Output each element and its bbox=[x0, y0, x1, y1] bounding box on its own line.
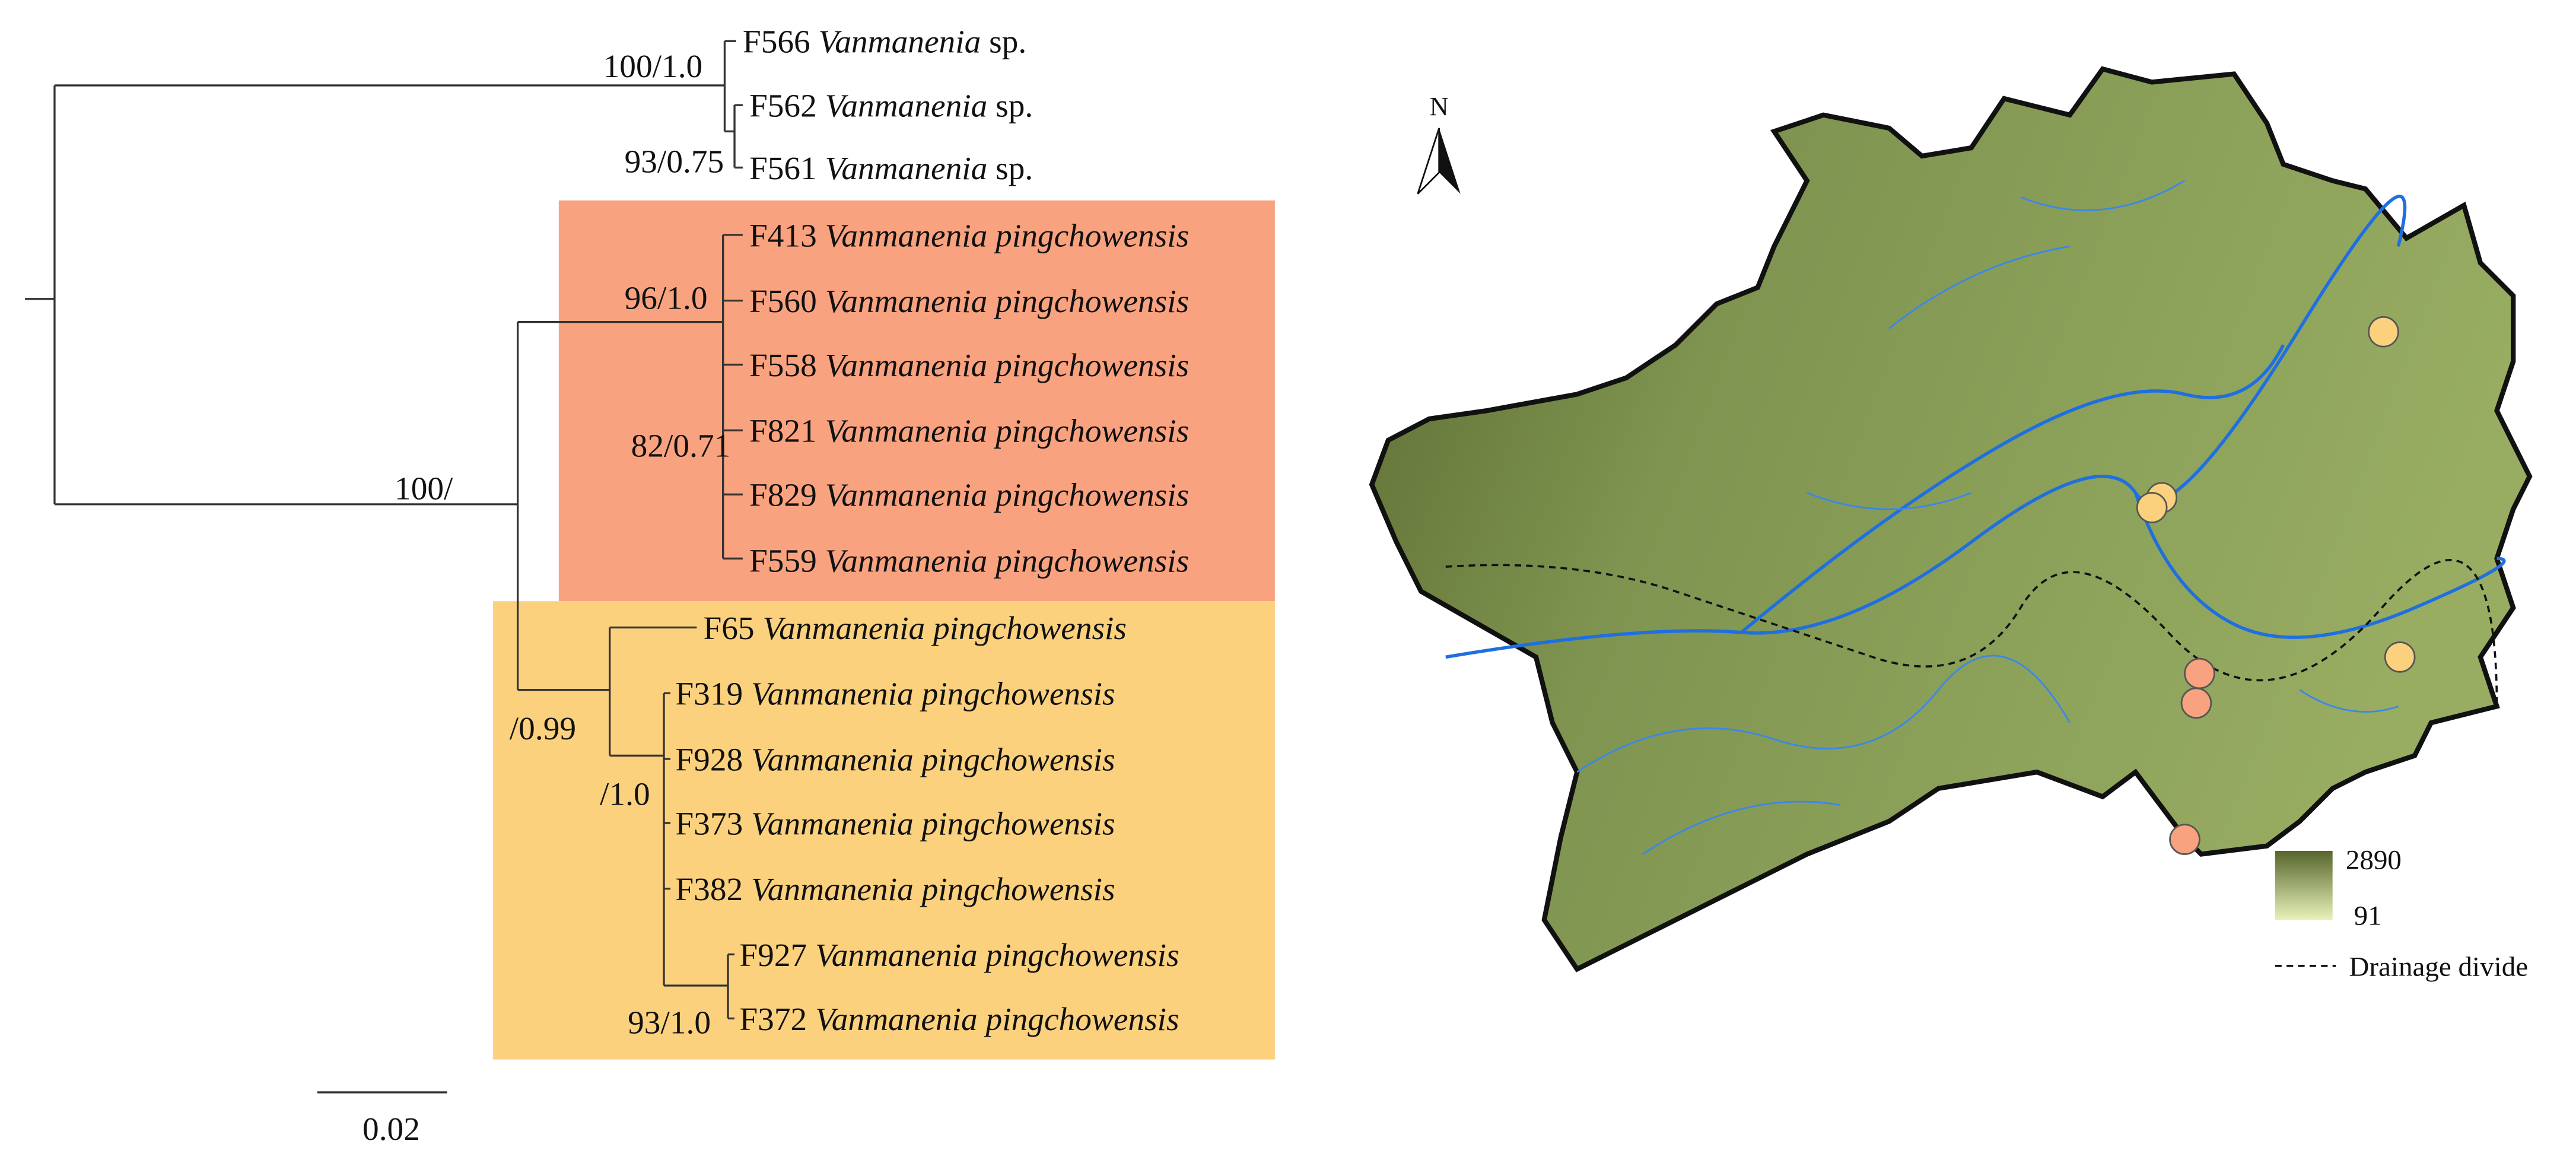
north-label: N bbox=[1430, 92, 1449, 121]
leaf-taxon: Vanmanenia pingchowensis bbox=[762, 610, 1127, 646]
leaf-taxon: Vanmanenia pingchowensis bbox=[825, 217, 1190, 253]
leaf-code: F821 bbox=[749, 413, 817, 449]
leaf-label: F829 Vanmanenia pingchowensis bbox=[749, 477, 1189, 513]
leaf-label: F928 Vanmanenia pingchowensis bbox=[675, 741, 1115, 777]
leaf-code: F558 bbox=[749, 347, 817, 383]
leaf-code: F927 bbox=[739, 937, 807, 973]
drainage-divide bbox=[1445, 559, 2498, 707]
leaf-taxon: Vanmanenia pingchowensis bbox=[825, 283, 1190, 319]
leaf-suffix: sp. bbox=[989, 24, 1026, 60]
legend-label: 91 bbox=[2354, 901, 2382, 932]
support-label: /0.99 bbox=[510, 710, 576, 746]
leaf-taxon: Vanmanenia pingchowensis bbox=[815, 1001, 1179, 1037]
leaf-label: F373 Vanmanenia pingchowensis bbox=[675, 805, 1115, 841]
leaf-code: F319 bbox=[675, 676, 743, 712]
leaf-label: F561 Vanmanenia sp. bbox=[749, 150, 1033, 186]
leaf-code: F566 bbox=[743, 24, 810, 60]
leaf-taxon: Vanmanenia pingchowensis bbox=[825, 542, 1190, 579]
sample-sites bbox=[2136, 316, 2416, 855]
leaf-label: F382 Vanmanenia pingchowensis bbox=[675, 871, 1115, 907]
leaf-label: F562 Vanmanenia sp. bbox=[749, 88, 1033, 124]
leaf-taxon: Vanmanenia pingchowensis bbox=[815, 937, 1179, 973]
support-label: 100/ bbox=[395, 471, 453, 507]
leaf-taxon: Vanmanenia pingchowensis bbox=[751, 676, 1115, 712]
leaf-label: F560 Vanmanenia pingchowensis bbox=[749, 283, 1189, 319]
leaf-taxon: Vanmanenia pingchowensis bbox=[751, 805, 1115, 841]
leaf-label: F821 Vanmanenia pingchowensis bbox=[749, 413, 1189, 449]
leaf-label: F927 Vanmanenia pingchowensis bbox=[739, 937, 1179, 973]
leaf-code: F372 bbox=[739, 1001, 807, 1037]
leaf-code: F562 bbox=[749, 88, 817, 124]
leaf-label: F319 Vanmanenia pingchowensis bbox=[675, 676, 1115, 712]
leaf-code: F928 bbox=[675, 741, 743, 777]
leaf-code: F413 bbox=[749, 217, 817, 253]
leaf-label: F558 Vanmanenia pingchowensis bbox=[749, 347, 1189, 383]
clade-highlight bbox=[558, 200, 1275, 602]
leaf-code: F829 bbox=[749, 477, 817, 513]
leaf-label: F65 Vanmanenia pingchowensis bbox=[703, 610, 1127, 646]
legend-label: Drainage divide bbox=[2349, 951, 2528, 982]
leaf-label: F559 Vanmanenia pingchowensis bbox=[749, 542, 1189, 579]
leaf-code: F373 bbox=[675, 805, 743, 841]
tree-branches bbox=[25, 40, 743, 1020]
leaf-taxon: Vanmanenia pingchowensis bbox=[825, 347, 1190, 383]
leaf-taxon: Vanmanenia bbox=[825, 88, 988, 124]
leaf-taxon: Vanmanenia bbox=[825, 150, 988, 186]
leaf-label: F372 Vanmanenia pingchowensis bbox=[739, 1001, 1179, 1037]
support-label: /1.0 bbox=[600, 776, 650, 812]
elevation-legend bbox=[2275, 851, 2333, 920]
leaf-label: F413 Vanmanenia pingchowensis bbox=[749, 217, 1189, 253]
support-label: 100/1.0 bbox=[603, 48, 703, 84]
leaf-suffix: sp. bbox=[996, 150, 1033, 186]
legend-label: 2890 bbox=[2346, 844, 2402, 875]
leaf-code: F560 bbox=[749, 283, 817, 319]
leaf-code: F559 bbox=[749, 542, 817, 579]
support-label: 82/0.71 bbox=[631, 428, 731, 464]
leaf-taxon: Vanmanenia pingchowensis bbox=[751, 871, 1115, 907]
province-outline bbox=[1369, 66, 2533, 973]
leaf-taxon: Vanmanenia pingchowensis bbox=[825, 413, 1190, 449]
leaf-code: F561 bbox=[749, 150, 817, 186]
leaf-label: F566 Vanmanenia sp. bbox=[743, 24, 1026, 60]
clade-highlight bbox=[493, 601, 1275, 1060]
leaf-suffix: sp. bbox=[996, 88, 1033, 124]
support-label: 93/0.75 bbox=[625, 144, 724, 180]
scale-label: 0.02 bbox=[362, 1111, 420, 1147]
leaf-taxon: Vanmanenia bbox=[819, 24, 981, 60]
leaf-code: F382 bbox=[675, 871, 743, 907]
leaf-taxon: Vanmanenia pingchowensis bbox=[751, 741, 1115, 777]
map bbox=[1369, 66, 2533, 973]
support-label: 93/1.0 bbox=[628, 1004, 711, 1040]
leaf-taxon: Vanmanenia pingchowensis bbox=[825, 477, 1190, 513]
support-label: 96/1.0 bbox=[625, 279, 708, 316]
north-arrow: N bbox=[1417, 92, 1461, 195]
leaf-code: F65 bbox=[703, 610, 754, 646]
